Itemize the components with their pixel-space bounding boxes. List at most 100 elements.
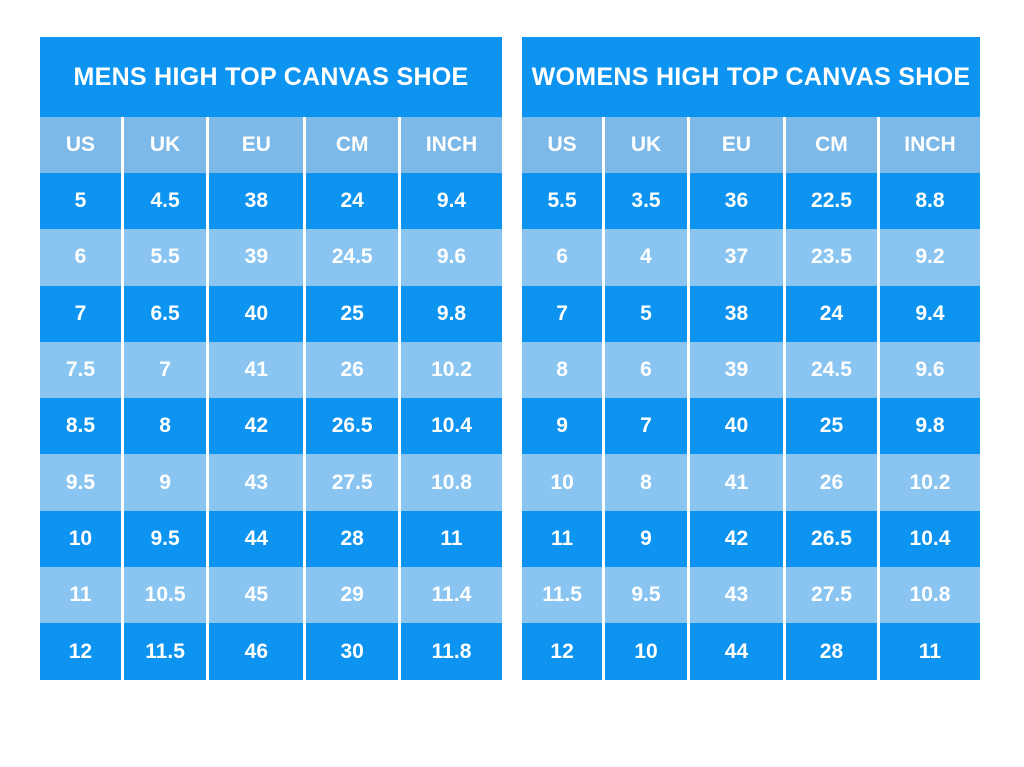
size-cell: 10.8	[876, 567, 980, 624]
size-cell: 10	[68, 526, 93, 550]
size-cell: 9.5	[120, 510, 206, 568]
column-header-eu: EU	[686, 117, 783, 173]
table-body: 5 4.5 38 24 9.4 6 5.5 39 24.5 9.6 7 6.5 40 25 9.8 7.5 7 4…	[40, 173, 502, 680]
size-cell: 43	[206, 454, 303, 511]
table-row: 8.5 8 42 26.5 10.4	[40, 398, 502, 455]
size-cell: 8	[602, 454, 687, 511]
size-cell: 9.6	[398, 229, 502, 286]
size-cell: 25	[783, 398, 877, 455]
size-cell: 27.5	[783, 567, 877, 624]
size-cell: 7	[74, 301, 87, 325]
size-cell: 11	[398, 510, 502, 568]
size-cell: 10	[602, 623, 687, 680]
size-cell: 5.5	[547, 189, 577, 213]
size-cell: 26	[783, 454, 877, 511]
table-row: 5 4.5 38 24 9.4	[40, 173, 502, 230]
column-header-us: US	[547, 133, 577, 156]
size-cell: 26	[303, 341, 398, 399]
size-cell: 7	[556, 301, 568, 325]
size-cell: 10	[550, 470, 574, 494]
table-row: 10 9.5 44 28 11	[40, 510, 502, 568]
table-row: 6 5.5 39 24.5 9.6	[40, 229, 502, 286]
size-cell: 7	[602, 398, 687, 455]
size-cell: 37	[686, 229, 783, 286]
size-cell: 38	[686, 285, 783, 342]
size-cell: 11.5	[542, 583, 582, 607]
size-cell: 6	[602, 341, 687, 399]
size-cell: 24.5	[783, 341, 877, 399]
size-cell: 7.5	[65, 358, 96, 382]
size-cell: 29	[303, 567, 398, 624]
size-cell: 8.8	[876, 173, 980, 230]
size-cell: 9.5	[602, 567, 687, 624]
size-cell: 9	[556, 414, 568, 438]
table-row: 10 8 41 26 10.2	[522, 454, 980, 511]
size-cell: 42	[686, 510, 783, 568]
size-cell: 27.5	[303, 454, 398, 511]
size-cell: 40	[686, 398, 783, 455]
column-header-uk: UK	[602, 117, 687, 173]
size-cell: 12	[68, 639, 93, 663]
size-cell: 9.6	[876, 341, 980, 399]
size-cell: 10.5	[120, 567, 206, 624]
table-row: 8 6 39 24.5 9.6	[522, 341, 980, 399]
size-cell: 6	[556, 245, 568, 269]
size-cell: 10.4	[398, 398, 502, 455]
size-cell: 8	[120, 398, 206, 455]
size-charts-container: MENS HIGH TOP CANVAS SHOE US UK EU CM INCH 5…	[40, 37, 980, 680]
size-cell: 28	[303, 510, 398, 568]
size-cell: 11	[550, 526, 574, 550]
size-cell: 9.8	[876, 398, 980, 455]
size-cell: 28	[783, 623, 877, 680]
size-cell: 10.2	[398, 341, 502, 399]
womens-size-table: WOMENS HIGH TOP CANVAS SHOE US UK EU CM INCH…	[522, 37, 980, 680]
womens-table-title: WOMENS HIGH TOP CANVAS SHOE	[522, 37, 980, 117]
size-cell: 44	[686, 623, 783, 680]
size-cell: 24	[303, 173, 398, 230]
size-cell: 11.8	[398, 623, 502, 680]
size-cell: 9	[120, 454, 206, 511]
column-header-cm: CM	[303, 117, 398, 173]
table-row: 11 9 42 26.5 10.4	[522, 510, 980, 568]
size-cell: 7	[120, 341, 206, 399]
size-cell: 11	[876, 623, 980, 680]
table-body: 5.5 3.5 36 22.5 8.8 6 4 37 23.5 9.2 7 5 38 24 9.4 8 6 39 2…	[522, 173, 980, 680]
size-cell: 11.5	[120, 623, 206, 680]
size-cell: 42	[206, 398, 303, 455]
table-row: 5.5 3.5 36 22.5 8.8	[522, 173, 980, 230]
size-cell: 6.5	[120, 285, 206, 342]
table-row: 6 4 37 23.5 9.2	[522, 229, 980, 286]
size-cell: 45	[206, 567, 303, 624]
table-row: 9 7 40 25 9.8	[522, 398, 980, 455]
size-cell: 39	[206, 229, 303, 286]
size-cell: 26.5	[303, 398, 398, 455]
size-cell: 24.5	[303, 229, 398, 286]
size-cell: 9	[602, 510, 687, 568]
size-cell: 5	[602, 285, 687, 342]
size-cell: 24	[783, 285, 877, 342]
table-row: 7 5 38 24 9.4	[522, 285, 980, 342]
size-cell: 4	[602, 229, 687, 286]
table-row: 12 11.5 46 30 11.8	[40, 623, 502, 680]
size-cell: 5	[74, 189, 87, 213]
size-cell: 43	[686, 567, 783, 624]
size-cell: 22.5	[783, 173, 877, 230]
size-cell: 26.5	[783, 510, 877, 568]
size-cell: 10.8	[398, 454, 502, 511]
size-cell: 38	[206, 173, 303, 230]
table-row: 11 10.5 45 29 11.4	[40, 567, 502, 624]
size-cell: 3.5	[602, 173, 687, 230]
size-cell: 44	[206, 510, 303, 568]
size-cell: 30	[303, 623, 398, 680]
size-cell: 9.5	[65, 470, 96, 494]
size-cell: 9.2	[876, 229, 980, 286]
table-row: 7.5 7 41 26 10.2	[40, 341, 502, 399]
table-row: 9.5 9 43 27.5 10.8	[40, 454, 502, 511]
size-cell: 36	[686, 173, 783, 230]
size-cell: 10.4	[876, 510, 980, 568]
size-cell: 6	[74, 245, 87, 269]
size-cell: 23.5	[783, 229, 877, 286]
table-row: 11.5 9.5 43 27.5 10.8	[522, 567, 980, 624]
size-cell: 4.5	[120, 173, 206, 230]
size-cell: 12	[550, 639, 574, 663]
